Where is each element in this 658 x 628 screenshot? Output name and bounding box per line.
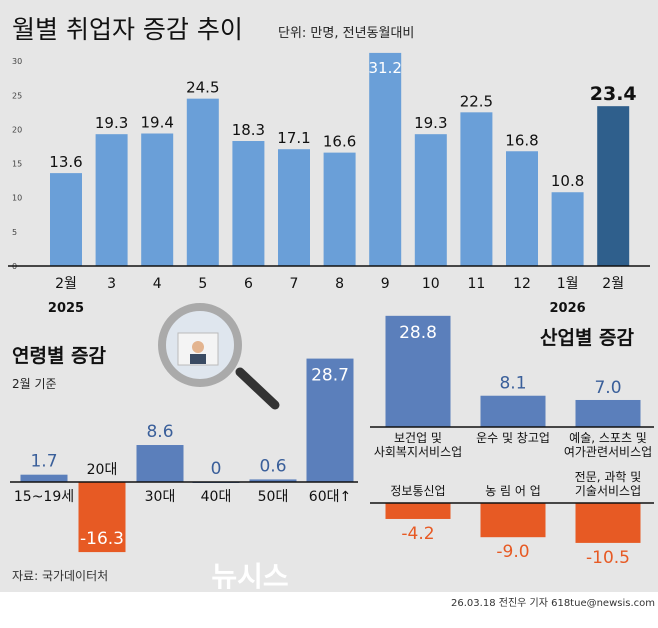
bar: [323, 152, 356, 266]
bar: [50, 173, 82, 266]
value-label: -9.0: [496, 542, 529, 562]
x-tick-label: 7: [290, 276, 299, 292]
category-label: 운수 및 창고업: [476, 431, 550, 445]
x-tick-label: 30대: [145, 489, 176, 505]
year-label: 2026: [550, 301, 586, 316]
age-title: 연령별 증감: [12, 345, 107, 367]
y-tick-label: 20: [12, 125, 22, 134]
x-tick-label: 2월: [55, 276, 77, 292]
category-label: 농 림 어 업: [485, 484, 541, 498]
value-label: 23.4: [590, 83, 637, 105]
value-label: -16.3: [80, 529, 124, 549]
bar: [249, 479, 297, 482]
watermark: 뉴시스: [211, 560, 288, 593]
bar: [480, 395, 546, 427]
value-label: 13.6: [49, 153, 82, 171]
credit: 26.03.18 전진우 기자 618tue@newsis.com: [451, 597, 655, 609]
category-label: 정보통신업: [390, 484, 445, 498]
x-tick-label: 3: [107, 276, 116, 292]
value-label: 19.3: [414, 114, 447, 132]
category-label: 기술서비스업: [575, 484, 641, 498]
bar: [20, 474, 68, 482]
age-chart: 1.7 15~19세 -16.3 20대 8.6 30대 0 40대 0.6 50대 28.7 60대…: [10, 358, 358, 553]
x-tick-label: 2월: [602, 276, 624, 292]
bar: [597, 106, 630, 266]
industry-title: 산업별 증감: [540, 327, 635, 349]
x-tick-label: 11: [467, 276, 485, 292]
value-label: 8.6: [146, 422, 173, 442]
bar: [186, 98, 219, 266]
value-label: 10.8: [551, 172, 584, 190]
x-tick-label: 1월: [557, 276, 579, 292]
bar: [575, 503, 641, 543]
bar: [95, 134, 128, 266]
x-tick-label: 15~19세: [14, 489, 74, 505]
value-label: 0: [211, 459, 222, 479]
category-label: 사회복지서비스업: [374, 445, 462, 459]
value-label: 0.6: [259, 456, 286, 476]
x-tick-label: 40대: [201, 489, 232, 505]
x-tick-label: 4: [153, 276, 162, 292]
bar: [551, 192, 584, 266]
bar: [506, 151, 538, 266]
category-label: 예술, 스포츠 및: [569, 431, 647, 445]
bar: [385, 503, 451, 519]
y-tick-label: 30: [12, 57, 22, 66]
year-label: 2025: [48, 301, 84, 316]
value-label: 7.0: [594, 378, 621, 398]
category-label: 보건업 및: [394, 431, 442, 445]
bar: [306, 358, 354, 482]
value-label: 19.4: [140, 113, 173, 131]
bar: [480, 503, 546, 538]
bar: [136, 445, 184, 482]
y-tick-label: 5: [12, 228, 17, 237]
value-label: -10.5: [586, 548, 630, 568]
age-subtitle: 2월 기준: [12, 377, 57, 391]
bar: [232, 141, 265, 266]
y-tick-label: 15: [12, 160, 22, 169]
main-title: 월별 취업자 증감 추이: [12, 15, 243, 44]
bar: [414, 134, 447, 266]
value-label: 16.6: [323, 133, 356, 151]
bar: [385, 315, 451, 427]
value-label: 28.8: [399, 323, 437, 343]
value-label: 22.5: [460, 92, 493, 110]
value-label: 8.1: [499, 374, 526, 394]
bar: [369, 52, 402, 267]
y-tick-label: 10: [12, 194, 22, 203]
bar: [460, 112, 493, 266]
x-tick-label: 50대: [258, 489, 289, 505]
x-tick-label: 8: [335, 276, 344, 292]
value-label: -4.2: [401, 524, 434, 544]
x-tick-label: 5: [198, 276, 207, 292]
value-label: 16.8: [505, 131, 538, 149]
x-tick-label: 60대↑: [309, 489, 351, 505]
value-label: 18.3: [232, 121, 265, 139]
y-tick-label: 25: [12, 91, 22, 100]
x-tick-label: 10: [422, 276, 440, 292]
x-tick-label: 20대: [87, 462, 118, 478]
value-label: 24.5: [186, 79, 219, 97]
value-label: 28.7: [311, 366, 349, 386]
category-label: 여가관련서비스업: [564, 445, 652, 459]
x-tick-label: 9: [381, 276, 390, 292]
magnifier-icon: [158, 303, 280, 410]
x-tick-label: 12: [513, 276, 531, 292]
bar: [278, 149, 310, 266]
monthly-chart: 05101520253013.62월19.3319.4424.5518.3617…: [8, 52, 650, 316]
source: 자료: 국가데이터처: [12, 569, 108, 583]
value-label: 31.2: [368, 59, 401, 77]
value-label: 17.1: [277, 129, 310, 147]
bar: [575, 399, 641, 427]
x-tick-label: 6: [244, 276, 253, 292]
value-label: 19.3: [95, 114, 128, 132]
unit-label: 단위: 만명, 전년동월대비: [278, 26, 414, 41]
bar: [141, 133, 174, 266]
bar: [78, 482, 126, 553]
category-label: 전문, 과학 및: [575, 470, 642, 484]
value-label: 1.7: [30, 452, 57, 472]
